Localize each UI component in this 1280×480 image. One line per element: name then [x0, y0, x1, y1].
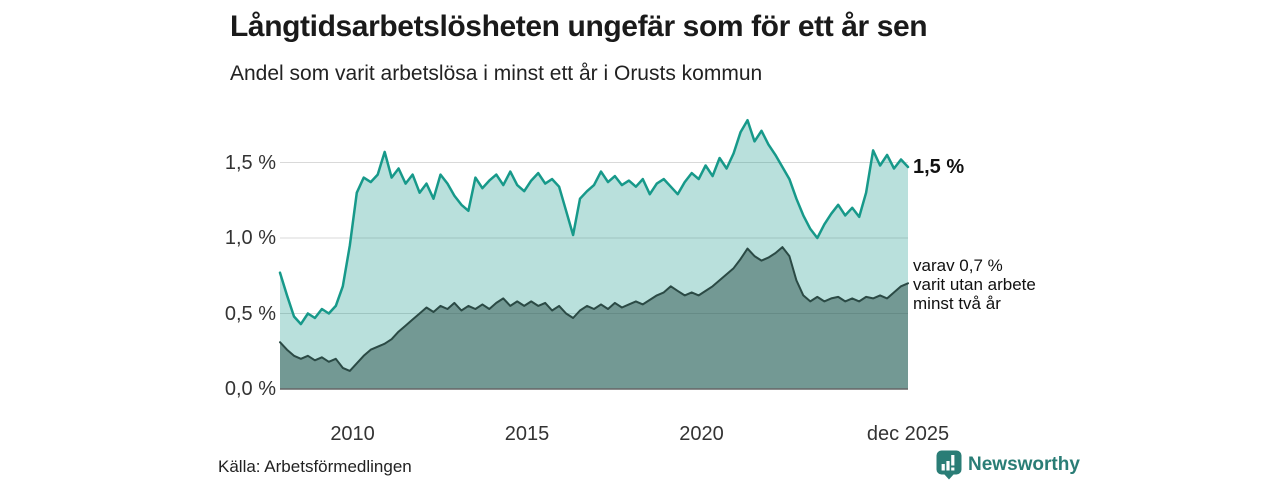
annotation-line: minst två år [913, 294, 1001, 313]
x-axis-tick-label: 2020 [679, 423, 724, 445]
y-axis-tick-label: 0,5 % [224, 302, 276, 325]
annotation-latest-two-years: varav 0,7 % varit utan arbete minst två år [913, 256, 1036, 313]
newsworthy-wordmark: Newsworthy [968, 454, 1080, 475]
line-two-year-series [279, 246, 909, 372]
annotation-latest-total: 1,5 % [913, 156, 965, 178]
chart-subtitle: Andel som varit arbetslösa i minst ett å… [230, 62, 763, 85]
x-axis-tick-label: dec 2025 [866, 423, 950, 445]
y-axis-tick-label: 1,5 % [224, 151, 276, 174]
area-two-year-series [280, 247, 908, 389]
annotation-line: varav 0,7 % [913, 256, 1003, 275]
x-axis-tick-label: 2015 [504, 423, 550, 445]
y-axis-tick-label: 1,0 % [224, 227, 276, 249]
source-note: Källa: Arbetsförmedlingen [218, 457, 412, 476]
x-axis-tick-label: 2010 [330, 423, 375, 445]
newsworthy-icon [936, 450, 962, 480]
newsworthy-logo[interactable]: Newsworthy [936, 450, 1080, 480]
y-axis-tick-label: 0,0 % [224, 378, 276, 400]
line-total-series [278, 118, 910, 326]
annotation-line: varit utan arbete [913, 275, 1036, 294]
page-title: Långtidsarbetslösheten ungefär som för e… [230, 10, 928, 43]
